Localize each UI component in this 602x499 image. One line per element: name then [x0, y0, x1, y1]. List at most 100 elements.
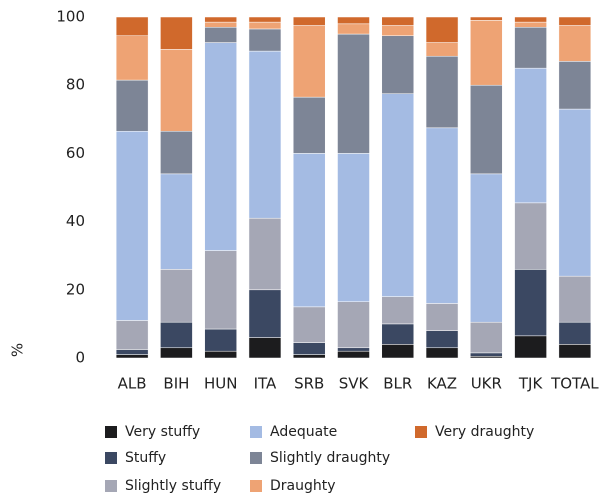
- x-tick-label: SRB: [294, 375, 324, 393]
- y-axis-label: %: [9, 343, 27, 357]
- bar-segment: [337, 16, 370, 25]
- bar-segment: [558, 25, 592, 62]
- bar-segment: [160, 16, 193, 50]
- bar-segment: [425, 347, 459, 359]
- bar-segment: [470, 173, 503, 323]
- legend: Very stuffy Stuffy Slightly stuffy Adequate…: [105, 424, 534, 494]
- bar-segment: [160, 130, 193, 175]
- y-tick-label: 60: [66, 144, 85, 162]
- bar-segment: [337, 23, 370, 35]
- bar-segment: [337, 301, 370, 349]
- bar-segment: [248, 289, 282, 338]
- bar-segment: [514, 269, 547, 337]
- bar-segment: [337, 153, 370, 302]
- bar-segment: [514, 335, 547, 359]
- y-tick-label: 80: [66, 76, 85, 94]
- bar-segment: [470, 356, 503, 359]
- bar-segment: [115, 35, 149, 81]
- bar-segment: [514, 21, 547, 28]
- bar-segment: [470, 321, 503, 354]
- legend-swatch: [250, 452, 262, 464]
- bar-segment: [292, 16, 326, 26]
- x-tick-label: ALB: [118, 375, 147, 393]
- bar-segment: [292, 342, 326, 355]
- bar-segment: [470, 84, 503, 175]
- bar-segment: [115, 79, 149, 132]
- bar-segment: [381, 35, 415, 94]
- y-tick-label: 100: [56, 8, 85, 26]
- bar-segment: [248, 21, 282, 30]
- bar-segment: [160, 49, 193, 132]
- bar-segment: [425, 127, 459, 304]
- bar-segment: [160, 269, 193, 323]
- y-tick-label: 0: [75, 349, 85, 367]
- bar-segment: [470, 20, 503, 86]
- bar-segment: [248, 50, 282, 219]
- bar-segment: [470, 352, 503, 357]
- bar-segment: [292, 25, 326, 98]
- bar-segment: [292, 354, 326, 359]
- legend-label: Very stuffy: [125, 424, 200, 440]
- x-tick-label: BLR: [383, 375, 412, 393]
- legend-swatch: [250, 426, 262, 438]
- bar-segment: [292, 306, 326, 343]
- bar-segment: [337, 347, 370, 352]
- bar-segment: [425, 55, 459, 129]
- x-tick-label: UKR: [471, 375, 502, 393]
- bar-segment: [558, 16, 592, 26]
- bar-segment: [248, 28, 282, 52]
- bar-segment: [381, 25, 415, 37]
- legend-label: Slightly draughty: [270, 450, 390, 466]
- bar-segment: [514, 16, 547, 23]
- legend-label: Very draughty: [435, 424, 534, 440]
- bar-segment: [514, 67, 547, 204]
- bar-segment: [160, 173, 193, 270]
- bar-segment: [558, 321, 592, 345]
- bar-segment: [425, 303, 459, 331]
- bar-segment: [204, 250, 237, 330]
- bar-segment: [115, 16, 149, 37]
- bar-segment: [248, 217, 282, 291]
- bar-segment: [115, 130, 149, 321]
- x-tick-label: TJK: [518, 375, 544, 393]
- bar-segment: [425, 16, 459, 43]
- bar-segment: [204, 26, 237, 43]
- bar-segment: [115, 354, 149, 359]
- bar-segment: [204, 16, 237, 23]
- x-tick-label: ITA: [254, 375, 277, 393]
- bar-segment: [248, 337, 282, 359]
- bar-segment: [381, 323, 415, 345]
- legend-label: Draughty: [270, 478, 336, 494]
- bar-segment: [558, 108, 592, 277]
- legend-swatch: [415, 426, 427, 438]
- legend-swatch: [250, 480, 262, 492]
- bar-segment: [381, 93, 415, 297]
- bar-segment: [470, 16, 503, 21]
- bar-segment: [204, 350, 237, 359]
- bar-segment: [292, 96, 326, 154]
- bar-segment: [160, 321, 193, 349]
- bar-segment: [292, 153, 326, 308]
- bar-segment: [204, 21, 237, 28]
- legend-swatch: [105, 426, 117, 438]
- bar-segment: [381, 16, 415, 26]
- legend-label: Stuffy: [125, 450, 166, 466]
- legend-swatch: [105, 480, 117, 492]
- bar-segment: [425, 42, 459, 57]
- bar-segment: [425, 330, 459, 349]
- bar-segment: [204, 328, 237, 352]
- bar-segment: [558, 61, 592, 110]
- x-tick-label: SVK: [339, 375, 370, 393]
- bar-segment: [160, 347, 193, 359]
- x-tick-label: HUN: [204, 375, 237, 393]
- bar-segment: [115, 320, 149, 350]
- bar-segment: [558, 344, 592, 359]
- legend-swatch: [105, 452, 117, 464]
- bar-segment: [558, 275, 592, 323]
- legend-label: Adequate: [270, 424, 337, 440]
- bar-segment: [381, 344, 415, 359]
- x-tick-label: TOTAL: [550, 375, 599, 393]
- bar-segment: [115, 349, 149, 355]
- bar-segment: [204, 42, 237, 251]
